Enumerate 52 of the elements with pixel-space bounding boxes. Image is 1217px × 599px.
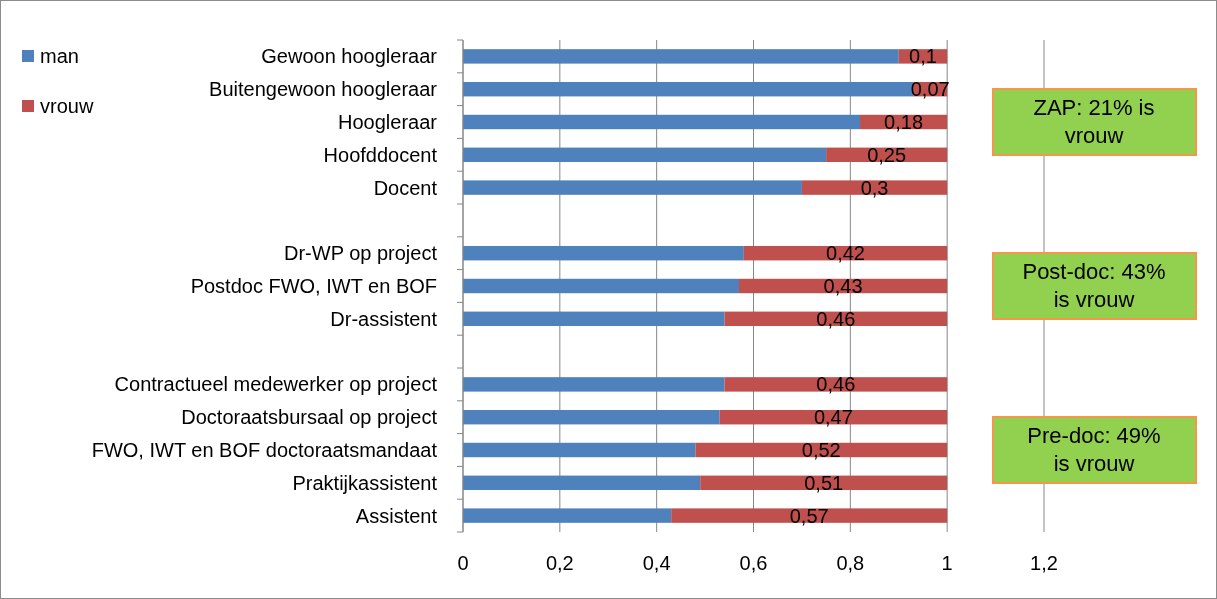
bar	[463, 377, 725, 392]
y-tick-label: Assistent	[355, 504, 438, 527]
x-tick-label: 0,6	[739, 552, 768, 574]
x-tick-label: 1	[941, 552, 953, 574]
bar	[463, 180, 802, 195]
y-tick-label: Postdoc FWO, IWT en BOF	[190, 275, 437, 297]
legend-label: vrouw	[40, 95, 94, 117]
legend-label: man	[40, 45, 79, 67]
annotation: Pre-doc: 49% is vrouw	[1027, 423, 1161, 476]
bar	[695, 442, 948, 458]
data-label: 0,25	[867, 143, 907, 166]
data-label: 0,43	[823, 275, 863, 297]
bar	[700, 475, 948, 491]
data-label: 0,42	[826, 242, 865, 265]
y-tick-label: Dr-assistent	[330, 307, 438, 330]
bar	[463, 508, 672, 523]
bar	[463, 311, 725, 327]
data-label: 0,52	[801, 439, 841, 461]
data-label: 0,51	[804, 471, 844, 494]
x-tick-label: 0	[457, 552, 469, 574]
bar	[463, 114, 861, 130]
bar	[463, 147, 827, 163]
bar	[463, 49, 899, 64]
data-label: 0,57	[789, 504, 829, 527]
bar	[724, 377, 948, 392]
bar	[463, 245, 744, 261]
x-tick-label: 0,8	[836, 552, 865, 574]
y-tick-label: Hoofddocent	[323, 143, 438, 166]
bar	[463, 278, 739, 294]
bar	[463, 442, 696, 458]
y-tick-label: Dr-WP op project	[283, 242, 438, 265]
y-tick-label: Contractueel medewerker op project	[114, 373, 438, 396]
data-label: 0,47	[813, 406, 853, 429]
data-label: 0,46	[816, 373, 856, 396]
y-tick-label: Buitengewoon hoogleraar	[209, 78, 438, 101]
y-tick-label: Gewoon hoogleraar	[261, 45, 438, 68]
y-tick-label: FWO, IWT en BOF doctoraatsmandaat	[91, 439, 438, 461]
x-tick-label: 0,4	[642, 552, 671, 574]
x-tick-label: 1,2	[1030, 552, 1058, 574]
bar	[463, 475, 701, 491]
y-tick-label: Doctoraatsbursaal op project	[181, 406, 438, 429]
y-tick-label: Docent	[373, 176, 438, 199]
y-tick-label: Praktijkassistent	[292, 471, 438, 494]
y-tick-label: Hoogleraar	[338, 111, 438, 133]
x-tick-label: 0,2	[545, 552, 574, 574]
annotation: Post-doc: 43% is vrouw	[1022, 259, 1166, 312]
bar	[463, 409, 720, 425]
data-label: 0,1	[909, 45, 937, 68]
annotation: ZAP: 21% is vrouw	[1033, 95, 1155, 148]
data-label: 0,46	[816, 307, 856, 330]
data-label: 0,18	[884, 111, 924, 133]
data-label: 0,3	[860, 176, 889, 199]
